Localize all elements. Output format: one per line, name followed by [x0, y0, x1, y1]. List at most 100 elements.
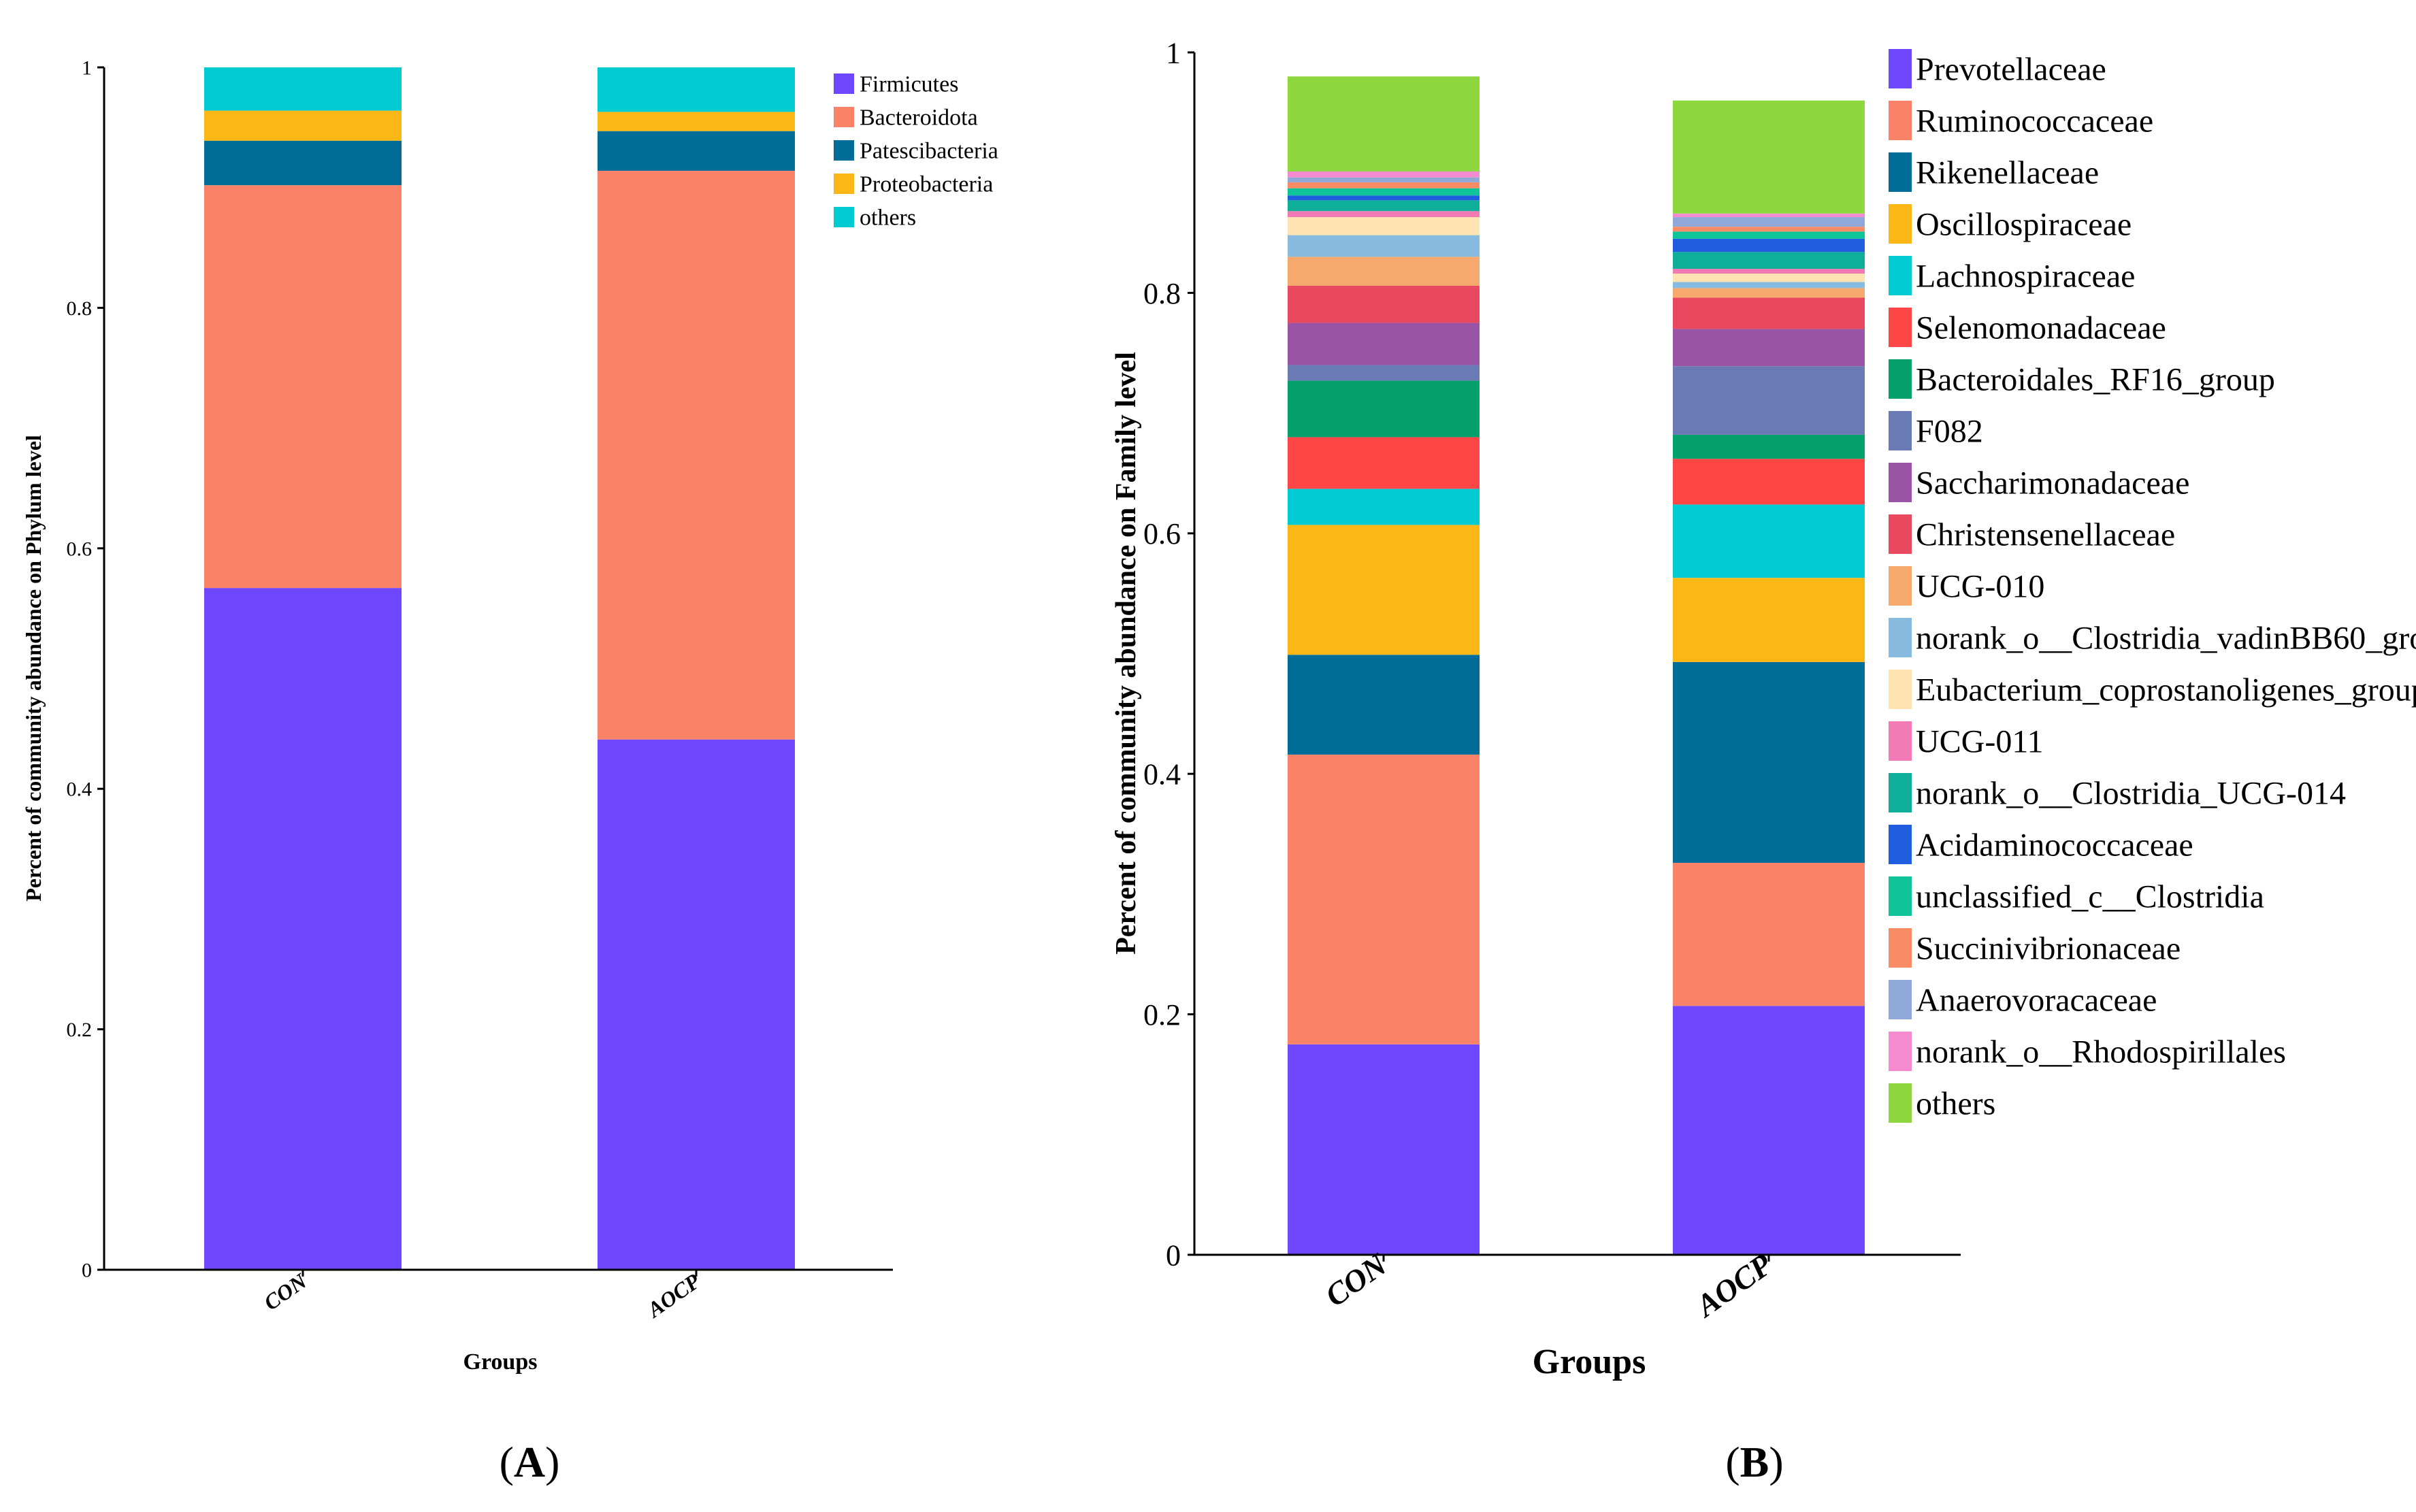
family-bar-con-13 [1288, 211, 1480, 218]
family-bar-con-12 [1288, 217, 1480, 235]
family-bar-aocp-18 [1673, 217, 1865, 227]
family-bar-con-14 [1288, 200, 1480, 212]
family-legend-label: Acidaminococcaceae [1916, 827, 2193, 863]
phylum-x-axis-label: Groups [463, 1349, 538, 1375]
family-legend-label: Selenomonadaceae [1916, 310, 2166, 346]
phylum-legend-label: Bacteroidota [860, 105, 978, 131]
family-legend-swatch [1889, 618, 1912, 657]
family-legend-label: Eubacterium_coprostanoligenes_group [1916, 672, 2416, 708]
family-bar-con-17 [1288, 182, 1480, 188]
phylum-legend-swatch [834, 174, 854, 194]
phylum-legend-label: Proteobacteria [860, 172, 993, 197]
family-x-tick-label: AOCP [1688, 1247, 1779, 1324]
family-legend-label: norank_o__Clostridia_vadinBB60_group [1916, 620, 2416, 656]
phylum-bar-aocp-3 [598, 112, 795, 131]
phylum-legend: Firmicutes Bacteroidota Patescibacteria Pro… [834, 72, 998, 231]
family-bar-con-5 [1288, 437, 1480, 489]
family-legend-label: F082 [1916, 413, 1983, 449]
family-bar-con-15 [1288, 195, 1480, 201]
family-legend-label: Bacteroidales_RF16_group [1916, 361, 2275, 397]
phylum-legend-swatch [834, 73, 854, 94]
phylum-y-tick-label: 0.4 [67, 778, 93, 801]
family-legend-swatch [1889, 514, 1912, 554]
family-bar-con-0 [1288, 1044, 1480, 1255]
family-legend-label: UCG-011 [1916, 723, 2044, 759]
phylum-x-ticks: CON AOCP [259, 1268, 704, 1323]
phylum-legend-label: others [860, 206, 916, 231]
phylum-bar-aocp-2 [598, 131, 795, 171]
phylum-y-tick-label: 0.2 [67, 1019, 93, 1041]
family-bar-aocp-14 [1673, 252, 1865, 269]
phylum-bar-con-0 [204, 588, 402, 1270]
family-legend-swatch [1889, 204, 1912, 244]
family-bar-aocp-11 [1673, 282, 1865, 289]
family-legend-swatch [1889, 359, 1912, 399]
family-bar-aocp-10 [1673, 288, 1865, 298]
family-bar-aocp-0 [1673, 1006, 1865, 1255]
phylum-legend-swatch [834, 207, 854, 227]
family-legend: Prevotellaceae Ruminococcaceae Rikenellace… [1889, 49, 2416, 1123]
family-legend-swatch [1889, 670, 1912, 709]
family-legend-label: norank_o__Rhodospirillales [1916, 1034, 2286, 1070]
family-bar-con-2 [1288, 655, 1480, 755]
family-legend-swatch [1889, 101, 1912, 140]
phylum-legend-label: Firmicutes [860, 72, 958, 97]
family-legend-label: Christensenellaceae [1916, 516, 2175, 553]
family-legend-label: unclassified_c__Clostridia [1916, 878, 2264, 915]
family-legend-swatch [1889, 773, 1912, 812]
family-legend-label: UCG-010 [1916, 568, 2044, 604]
family-bar-aocp-8 [1673, 329, 1865, 367]
family-bar-aocp-7 [1673, 366, 1865, 435]
phylum-y-axis-label: Percent of community abundance on Phylum… [21, 435, 46, 902]
phylum-x-tick-label: AOCP [642, 1268, 705, 1323]
family-chart: 0 0.2 0.4 0.6 0.8 1 CON AOCP Groups Percent of… [1111, 36, 2416, 1381]
phylum-bar-con-2 [204, 140, 402, 186]
family-bar-con-19 [1288, 171, 1480, 178]
family-bar-aocp-1 [1673, 862, 1865, 1006]
family-legend-swatch [1889, 49, 1912, 88]
family-bar-con-3 [1288, 525, 1480, 655]
family-y-ticks: 0 0.2 0.4 0.6 0.8 1 [1143, 36, 1194, 1272]
family-y-tick-label: 0.8 [1143, 277, 1181, 310]
family-legend-swatch [1889, 928, 1912, 968]
family-legend-swatch [1889, 256, 1912, 295]
phylum-legend-swatch [834, 107, 854, 127]
family-y-tick-label: 1 [1166, 36, 1181, 69]
family-legend-swatch [1889, 1083, 1912, 1123]
family-legend-swatch [1889, 1032, 1912, 1071]
family-bar-con-7 [1288, 365, 1480, 381]
panel-label-a: (A) [500, 1438, 560, 1486]
family-bar-aocp-2 [1673, 661, 1865, 863]
family-legend-swatch [1889, 980, 1912, 1019]
family-legend-swatch [1889, 825, 1912, 864]
family-legend-swatch [1889, 411, 1912, 450]
family-bar-con-20 [1288, 76, 1480, 171]
family-bar-aocp-19 [1673, 213, 1865, 218]
phylum-bar-con-1 [204, 185, 402, 589]
family-legend-label: Succinivibrionaceae [1916, 930, 2181, 966]
family-bar-aocp-3 [1673, 578, 1865, 662]
family-legend-swatch [1889, 566, 1912, 606]
family-bar-aocp-13 [1673, 269, 1865, 274]
family-y-tick-label: 0.2 [1143, 998, 1181, 1032]
family-legend-label: Anaerovoracaceae [1916, 982, 2157, 1018]
family-legend-label: Lachnospiraceae [1916, 258, 2135, 294]
family-y-tick-label: 0.6 [1143, 517, 1181, 550]
phylum-y-tick-label: 0 [82, 1260, 92, 1282]
family-legend-label: Saccharimonadaceae [1916, 465, 2189, 501]
family-legend-label: Ruminococcaceae [1916, 103, 2153, 139]
family-bar-aocp-16 [1673, 231, 1865, 239]
phylum-y-tick-label: 0.6 [67, 538, 93, 560]
family-bar-con-6 [1288, 380, 1480, 438]
family-x-axis-label: Groups [1533, 1343, 1646, 1381]
family-y-tick-label: 0.4 [1143, 758, 1181, 791]
phylum-x-tick-label: CON [259, 1268, 312, 1315]
family-bar-con-9 [1288, 285, 1480, 323]
family-legend-swatch [1889, 721, 1912, 761]
panel-label-b: (B) [1725, 1438, 1783, 1486]
family-bar-con-16 [1288, 188, 1480, 196]
phylum-bars [204, 67, 795, 1270]
family-legend-label: norank_o__Clostridia_UCG-014 [1916, 775, 2346, 811]
family-legend-swatch [1889, 463, 1912, 502]
